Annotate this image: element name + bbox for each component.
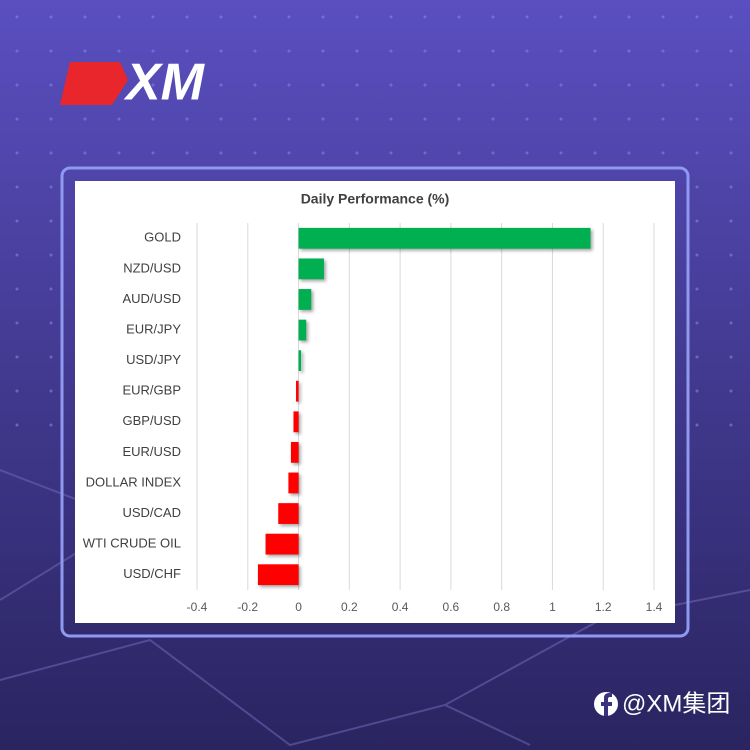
bar xyxy=(257,564,299,586)
facebook-glyph xyxy=(601,693,612,716)
x-tick-label: 0 xyxy=(295,600,302,614)
plot: -0.4 -0.2 0 0.2 0.4 0.6 0.8 1 1.2 1.4 GOLD NZD/USD A… xyxy=(83,223,663,614)
x-tick-label: -0.2 xyxy=(237,600,258,614)
footer: @XM集团 xyxy=(594,690,730,717)
y-tick-label: GBP/USD xyxy=(122,413,181,428)
chart-frame xyxy=(60,166,690,638)
bar xyxy=(298,258,324,280)
bar xyxy=(265,533,299,555)
x-tick-label: 1.2 xyxy=(595,600,612,614)
x-tick-label: -0.4 xyxy=(187,600,208,614)
chart-title: Daily Performance (%) xyxy=(301,191,450,207)
chart-panel xyxy=(75,181,675,623)
x-tick-label: 0.2 xyxy=(341,600,358,614)
y-tick-label: EUR/USD xyxy=(122,444,181,459)
y-tick-label: AUD/USD xyxy=(122,291,181,306)
bar xyxy=(298,350,302,372)
x-tick-label: 1.4 xyxy=(646,600,663,614)
logo-text: XM xyxy=(123,54,206,112)
y-tick-label: USD/CHF xyxy=(123,566,181,581)
x-tick-label: 0.6 xyxy=(443,600,460,614)
footer-handle: @XM集团 xyxy=(622,690,730,717)
x-tick-label: 1 xyxy=(549,600,556,614)
y-tick-label: EUR/JPY xyxy=(126,321,181,336)
bar xyxy=(288,472,299,494)
x-tick-label: 0.8 xyxy=(493,600,510,614)
logo: XM xyxy=(60,54,206,112)
bar xyxy=(298,319,307,341)
y-tick-label: NZD/USD xyxy=(123,260,181,275)
x-tick-label: 0.4 xyxy=(392,600,409,614)
bar xyxy=(296,380,299,402)
bar xyxy=(278,503,299,524)
bar xyxy=(293,411,299,433)
bar xyxy=(290,441,299,463)
y-tick-label: EUR/GBP xyxy=(122,383,181,398)
y-tick-label: WTI CRUDE OIL xyxy=(83,536,181,551)
bar xyxy=(298,289,312,310)
y-tick-label: DOLLAR INDEX xyxy=(86,474,182,489)
y-tick-label: USD/CAD xyxy=(122,505,181,520)
y-tick-label: GOLD xyxy=(144,230,181,245)
logo-icon xyxy=(60,62,128,105)
y-tick-label: USD/JPY xyxy=(126,352,181,367)
bar xyxy=(298,227,591,249)
